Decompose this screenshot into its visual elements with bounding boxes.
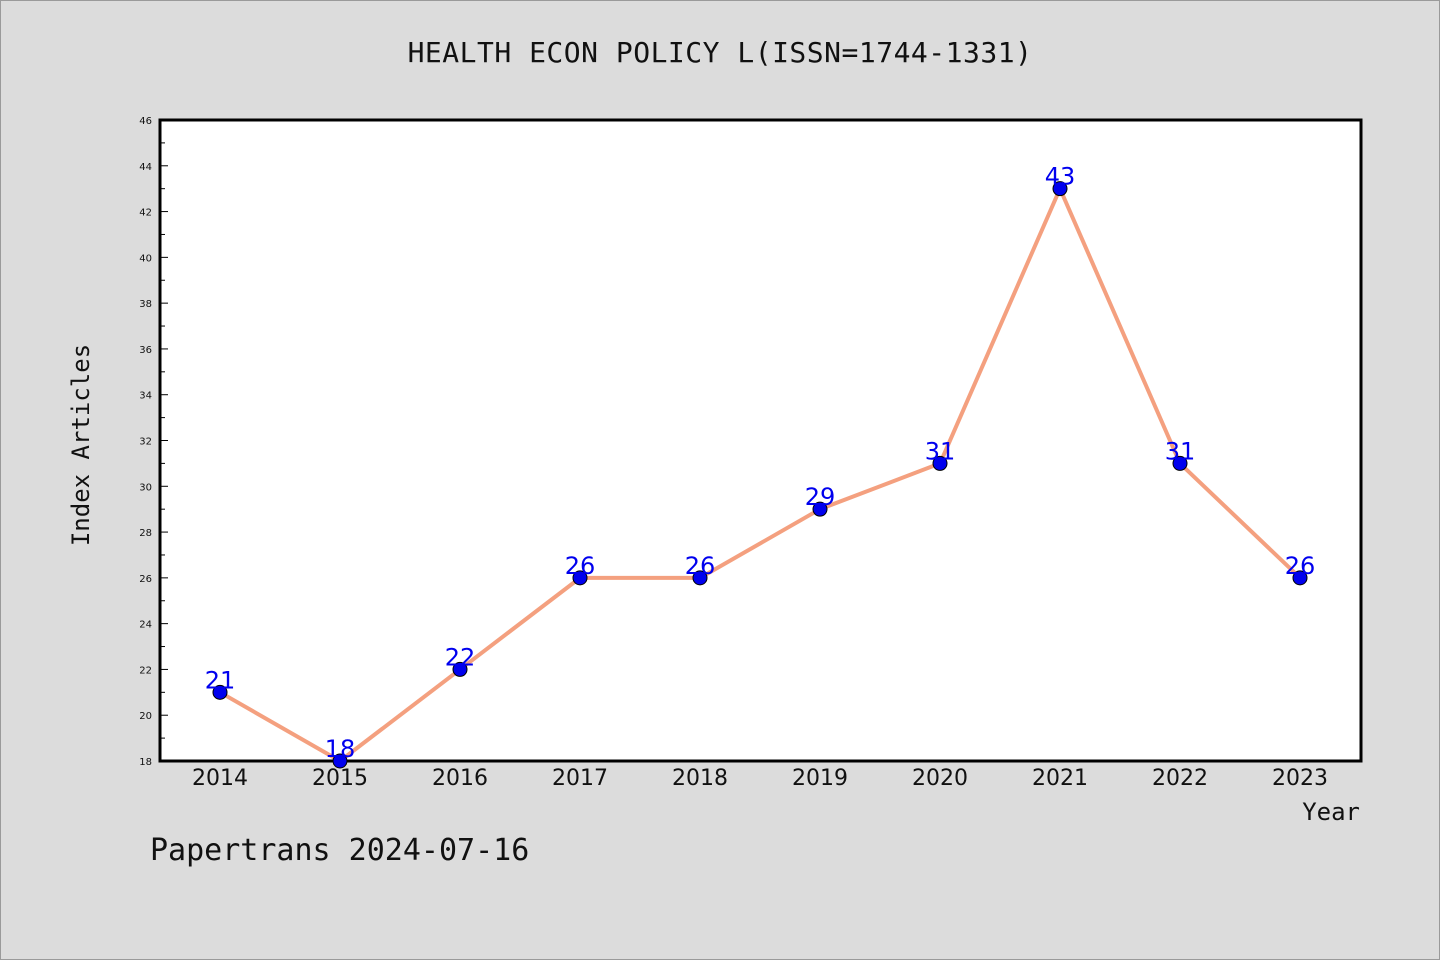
data-label: 31 [925, 437, 956, 465]
data-point [1292, 570, 1308, 586]
x-tick-label: 2021 [1032, 766, 1088, 791]
y-tick-label: 22 [139, 665, 152, 676]
x-tick-label: 2023 [1272, 766, 1328, 791]
y-tick-label: 20 [139, 711, 152, 722]
chart-title: HEALTH ECON POLICY L(ISSN=1744-1331) [407, 36, 1033, 69]
x-tick-label: 2022 [1152, 766, 1208, 791]
y-axis-label: Index Articles [67, 344, 95, 546]
data-point [452, 661, 468, 677]
y-tick-label: 44 [139, 162, 152, 173]
y-axis: 18 20 22 24 26 28 30 32 34 36 38 40 42 44 46 [139, 116, 168, 768]
y-tick-label: 24 [139, 620, 152, 631]
data-labels: 21 18 22 26 26 29 31 43 31 26 [205, 163, 1316, 763]
footer-text: Papertrans 2024-07-16 [150, 833, 530, 868]
data-label: 26 [685, 552, 716, 580]
y-tick-label: 26 [139, 574, 152, 585]
y-tick-label: 46 [139, 116, 152, 127]
x-tick-label: 2018 [672, 766, 728, 791]
data-point [572, 570, 588, 586]
data-label: 29 [805, 483, 836, 511]
plot-area [158, 118, 1363, 763]
data-point [1052, 181, 1068, 197]
y-tick-label: 30 [139, 482, 152, 493]
series-line [219, 186, 1302, 763]
y-tick-label: 40 [139, 253, 152, 264]
x-axis-label: Year [1302, 798, 1360, 826]
x-tick-label: 2016 [432, 766, 488, 791]
data-point [932, 455, 948, 471]
x-tick-label: 2015 [312, 766, 368, 791]
data-point [1172, 455, 1188, 471]
data-label: 18 [325, 735, 356, 763]
data-label: 22 [445, 643, 476, 671]
y-tick-label: 42 [139, 208, 152, 219]
y-tick-label: 38 [139, 299, 152, 310]
data-point [692, 570, 708, 586]
data-point [332, 753, 348, 769]
y-tick-label: 28 [139, 528, 152, 539]
data-label: 21 [205, 666, 236, 694]
data-markers [212, 181, 1308, 769]
x-axis: 2014 2015 2016 2017 2018 2019 2020 2021 2022 2023 [192, 766, 1328, 791]
y-tick-label: 34 [139, 391, 152, 402]
data-point [812, 501, 828, 517]
data-label: 43 [1045, 163, 1076, 191]
data-point [212, 684, 228, 700]
y-tick-label: 18 [139, 757, 152, 768]
data-label: 26 [1285, 552, 1316, 580]
data-label: 31 [1165, 437, 1196, 465]
x-tick-label: 2020 [912, 766, 968, 791]
x-tick-label: 2019 [792, 766, 848, 791]
x-tick-label: 2014 [192, 766, 248, 791]
data-label: 26 [565, 552, 596, 580]
y-tick-label: 32 [139, 437, 152, 448]
x-tick-label: 2017 [552, 766, 608, 791]
y-tick-label: 36 [139, 345, 152, 356]
